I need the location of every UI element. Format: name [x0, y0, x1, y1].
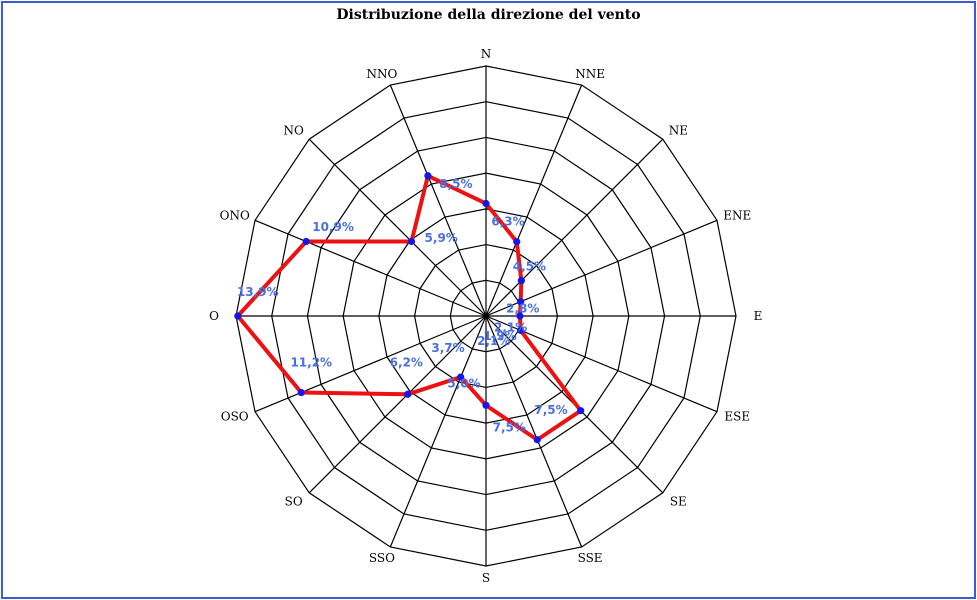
value-label: 2,1% — [477, 334, 510, 348]
direction-label: NNO — [366, 67, 397, 81]
data-point — [517, 277, 525, 285]
direction-label: OSO — [221, 409, 249, 423]
chart-title: Distribuzione della direzione del vento — [336, 7, 641, 23]
value-label: 6,3% — [491, 215, 524, 229]
data-point — [482, 401, 490, 409]
direction-label: O — [209, 309, 219, 323]
value-label: 5,0% — [447, 376, 480, 390]
value-label: 7,5% — [534, 403, 567, 417]
radar-labels: N NNE NE ENE E ESE SE SSE S SSO SO OSO O ONO NO NNO 6,3%… — [209, 47, 762, 585]
grid-spoke — [389, 315, 487, 548]
radar-grid — [235, 65, 737, 567]
grid-spoke — [485, 315, 718, 413]
grid-spoke — [485, 219, 718, 317]
direction-label: SSE — [578, 551, 603, 565]
data-point — [577, 407, 585, 415]
data-point — [516, 312, 524, 320]
direction-label: S — [482, 571, 490, 585]
value-label: 13,9% — [237, 285, 279, 299]
grid-spoke — [308, 315, 487, 494]
direction-label: SO — [285, 494, 303, 508]
data-point — [424, 172, 432, 180]
direction-label: E — [754, 309, 763, 323]
direction-label: ENE — [723, 209, 751, 223]
value-label: 6,2% — [390, 356, 423, 370]
value-label: 3,7% — [431, 341, 464, 355]
grid-spoke — [254, 315, 487, 413]
direction-label: ONO — [220, 209, 250, 223]
value-label: 4,5% — [513, 260, 546, 274]
value-label: 8,5% — [439, 177, 472, 191]
direction-label: SSO — [369, 551, 395, 565]
grid-spoke — [308, 138, 487, 317]
direction-label: N — [481, 47, 492, 61]
direction-label: SE — [670, 494, 687, 508]
data-point — [517, 326, 525, 334]
value-label: 2,1% — [494, 321, 527, 335]
data-point — [482, 199, 490, 208]
value-label: 2,8% — [506, 301, 539, 315]
data-point — [404, 390, 412, 398]
grid-spoke — [485, 138, 664, 317]
grid-spoke — [485, 315, 583, 548]
data-point — [457, 373, 465, 381]
data-point — [234, 312, 242, 320]
grid-spoke — [485, 84, 583, 317]
data-point — [302, 237, 310, 246]
grid-spoke — [254, 219, 487, 317]
data-point — [517, 298, 525, 306]
grid-spoke — [389, 84, 487, 317]
direction-label: NNE — [575, 67, 605, 81]
radar-series — [234, 172, 585, 444]
data-point — [533, 436, 541, 444]
direction-label: ESE — [724, 409, 750, 423]
value-label: 1,9% — [483, 329, 516, 343]
direction-label: NE — [669, 124, 688, 138]
value-label: 11,2% — [290, 356, 332, 370]
data-point — [297, 388, 305, 397]
value-label: 7,5% — [493, 421, 526, 435]
value-label: 5,9% — [425, 231, 458, 245]
value-label: 10,9% — [312, 220, 354, 234]
data-point — [407, 237, 416, 246]
direction-label: NO — [283, 124, 304, 138]
data-point — [513, 238, 521, 246]
